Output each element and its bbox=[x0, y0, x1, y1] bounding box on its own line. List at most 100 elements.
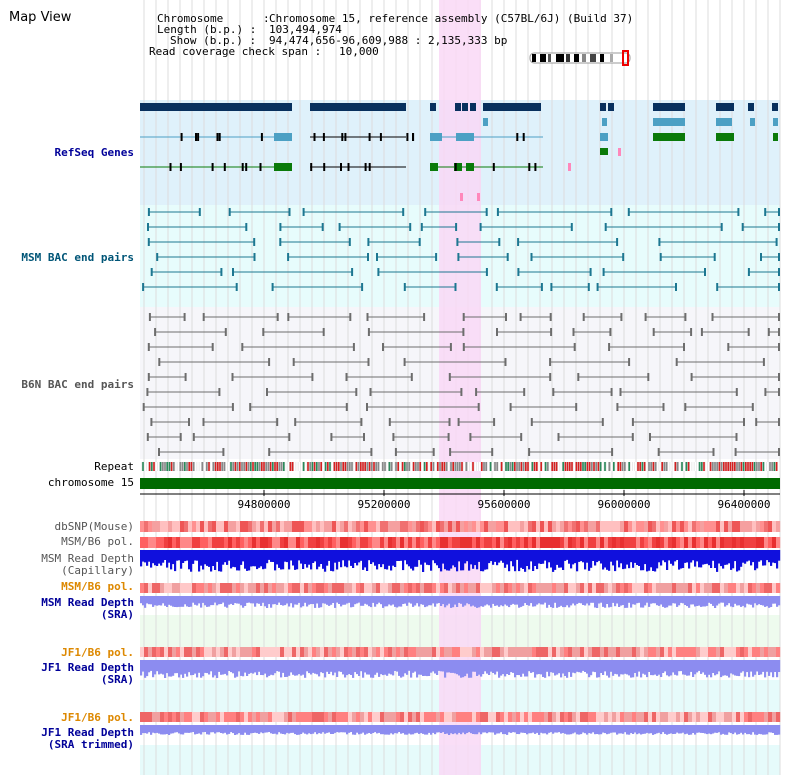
bac-end bbox=[616, 403, 619, 411]
depth-bar bbox=[372, 596, 375, 603]
heat-cell bbox=[532, 647, 537, 657]
depth-bar bbox=[422, 660, 425, 676]
depth-bar bbox=[386, 596, 389, 607]
track-label-msm-bac[interactable]: MSM BAC end pairs bbox=[21, 251, 134, 264]
depth-bar bbox=[596, 596, 599, 608]
depth-bar bbox=[746, 550, 749, 562]
depth-bar bbox=[746, 725, 749, 735]
depth-bar bbox=[366, 550, 369, 571]
depth-bar bbox=[474, 596, 477, 607]
track-label-repeat[interactable]: Repeat bbox=[94, 460, 134, 473]
depth-bar bbox=[254, 660, 257, 673]
depth-bar bbox=[382, 550, 385, 565]
track-label-dbsnp[interactable]: dbSNP(Mouse) bbox=[54, 520, 134, 533]
depth-bar bbox=[662, 660, 665, 673]
depth-bar bbox=[290, 596, 293, 604]
depth-bar bbox=[460, 660, 463, 678]
depth-bar bbox=[582, 550, 585, 563]
depth-bar bbox=[560, 550, 563, 568]
depth-bar bbox=[302, 550, 305, 569]
gene-block bbox=[600, 133, 608, 141]
heat-cell bbox=[508, 537, 513, 548]
depth-bar bbox=[436, 660, 439, 675]
depth-bar bbox=[544, 725, 547, 734]
depth-bar bbox=[296, 725, 299, 735]
heat-cell bbox=[248, 583, 253, 593]
track-label-msm-b6-pol-1[interactable]: MSM/B6 pol. bbox=[61, 535, 134, 548]
heat-cell bbox=[720, 583, 725, 593]
depth-bar bbox=[730, 596, 733, 607]
repeat-mark bbox=[419, 462, 421, 471]
depth-bar bbox=[504, 550, 507, 568]
depth-bar bbox=[520, 596, 523, 607]
depth-bar bbox=[742, 660, 745, 672]
track-label-jf1-b6-pol-1[interactable]: JF1/B6 pol. bbox=[61, 646, 134, 659]
depth-bar bbox=[578, 550, 581, 562]
bac-end bbox=[220, 268, 223, 276]
bac-end bbox=[778, 313, 780, 321]
depth-bar bbox=[244, 596, 247, 606]
track-label-chromosome[interactable]: chromosome 15 bbox=[47, 476, 134, 489]
depth-bar bbox=[598, 596, 601, 604]
depth-bar bbox=[292, 725, 295, 733]
heat-cell bbox=[380, 647, 385, 657]
depth-bar bbox=[688, 550, 691, 569]
depth-bar bbox=[724, 596, 727, 607]
repeat-mark bbox=[522, 462, 525, 471]
heat-cell bbox=[400, 583, 405, 593]
bac-end bbox=[311, 373, 314, 381]
track-label-jf1-depth-trim[interactable]: JF1 Read Depth bbox=[41, 726, 134, 739]
depth-bar bbox=[506, 550, 509, 565]
depth-bar bbox=[504, 725, 507, 735]
depth-bar bbox=[246, 596, 249, 603]
heat-cell bbox=[612, 647, 617, 657]
track-label-refseq[interactable]: RefSeq Genes bbox=[54, 146, 134, 159]
depth-bar bbox=[514, 725, 517, 733]
heat-cell bbox=[772, 712, 777, 722]
track-label-msm-b6-pol-2[interactable]: MSM/B6 pol. bbox=[61, 580, 134, 593]
heat-cell bbox=[716, 647, 721, 657]
depth-bar bbox=[612, 660, 615, 676]
heat-cell bbox=[516, 537, 521, 548]
heat-cell bbox=[436, 712, 441, 722]
repeat-mark bbox=[166, 462, 168, 471]
track-label-msm-depth-cap[interactable]: MSM Read Depth bbox=[41, 552, 134, 565]
depth-bar bbox=[262, 660, 265, 676]
depth-bar bbox=[208, 725, 211, 735]
depth-bar bbox=[168, 725, 171, 735]
track-label-jf1-depth-sra[interactable]: JF1 Read Depth bbox=[41, 661, 134, 674]
heat-cell bbox=[428, 583, 433, 593]
depth-bar bbox=[192, 550, 195, 564]
heat-cell bbox=[212, 583, 217, 593]
depth-bar bbox=[294, 725, 297, 735]
depth-bar bbox=[278, 550, 281, 568]
depth-bar bbox=[768, 596, 771, 608]
depth-bar bbox=[472, 660, 475, 672]
depth-bar bbox=[738, 660, 741, 677]
depth-bar bbox=[400, 725, 403, 734]
depth-bar bbox=[494, 725, 497, 735]
depth-bar bbox=[398, 596, 401, 607]
heat-cell bbox=[224, 521, 229, 532]
heat-cell bbox=[580, 647, 585, 657]
depth-bar bbox=[734, 550, 737, 562]
heat-cell bbox=[300, 583, 305, 593]
repeat-mark bbox=[709, 462, 712, 471]
track-label-jf1-b6-pol-2[interactable]: JF1/B6 pol. bbox=[61, 711, 134, 724]
depth-bar bbox=[462, 660, 465, 678]
heat-cell bbox=[420, 583, 425, 593]
depth-bar bbox=[422, 550, 425, 572]
bac-end bbox=[367, 328, 370, 336]
heat-cell bbox=[680, 537, 685, 548]
heat-cell bbox=[476, 647, 481, 657]
depth-bar bbox=[336, 596, 339, 603]
selection-highlight bbox=[439, 0, 481, 775]
heat-cell bbox=[556, 712, 561, 722]
repeat-mark bbox=[648, 462, 650, 471]
gene-block bbox=[772, 103, 778, 111]
exon-mark bbox=[341, 133, 344, 141]
depth-bar bbox=[242, 596, 245, 608]
track-label-msm-depth-sra[interactable]: MSM Read Depth bbox=[41, 596, 134, 609]
track-label-b6n-bac[interactable]: B6N BAC end pairs bbox=[21, 378, 134, 391]
